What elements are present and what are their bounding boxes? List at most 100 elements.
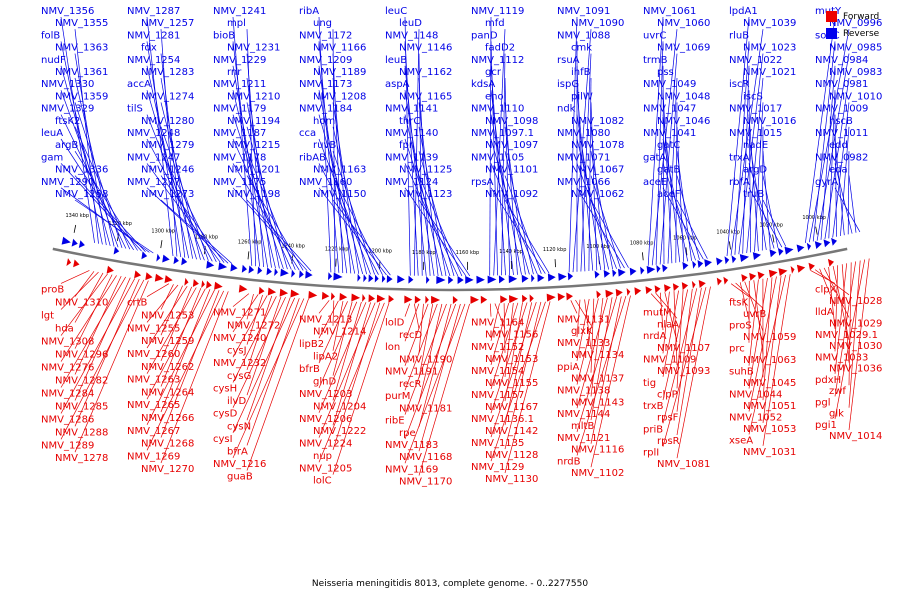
gene-label[interactable]: NMV_1093 — [657, 366, 710, 377]
gene-label[interactable]: ndk — [557, 104, 576, 115]
gene-label[interactable]: NMV_1286 — [41, 414, 94, 425]
gene-label[interactable]: gatB — [657, 165, 680, 176]
gene-label[interactable]: NMV_1082 — [571, 116, 624, 127]
gene-label[interactable]: NMV_1129 — [471, 462, 524, 473]
gene-label[interactable]: NMV_1178 — [213, 152, 266, 163]
gene-label[interactable]: NMV_1209 — [299, 55, 352, 66]
gene-label[interactable]: NMV_1010 — [829, 91, 882, 102]
gene-label[interactable]: NMV_1021 — [743, 67, 796, 78]
gene-label[interactable]: NMV_1263 — [127, 375, 180, 386]
gene-label[interactable]: NMV_1276 — [41, 363, 94, 374]
gene-label[interactable]: ispG — [557, 79, 579, 90]
gene-label[interactable]: NMV_1047 — [643, 104, 696, 115]
gene-label[interactable]: NMV_1052 — [729, 413, 782, 424]
gene-label[interactable]: purM — [385, 391, 410, 402]
gene-label[interactable]: cysG — [227, 371, 251, 382]
gene-label[interactable]: NMV_1153 — [485, 354, 538, 365]
gene-label[interactable]: NMV_1102 — [571, 468, 624, 479]
gene-label[interactable]: gcr — [485, 67, 502, 78]
gene-label[interactable]: leuD — [399, 18, 422, 29]
gene-label[interactable]: nadE — [743, 140, 768, 151]
gene-label[interactable]: NMV_1273 — [141, 189, 194, 200]
gene-label[interactable]: NMV_1363 — [55, 43, 108, 54]
gene-label[interactable]: NMV_1279 — [141, 140, 194, 151]
gene-label[interactable]: NMV_1329 — [41, 104, 94, 115]
gene-label[interactable]: NMV_1240 — [213, 333, 266, 344]
gene-label[interactable]: lldA — [815, 307, 834, 318]
gene-label[interactable]: ilvD — [227, 396, 246, 407]
gene-label[interactable]: NMV_1289 — [41, 440, 94, 451]
gene-label[interactable]: proB — [41, 284, 64, 295]
gene-label[interactable]: NMV_1277 — [127, 177, 180, 188]
gene-label[interactable]: nlaA — [657, 319, 679, 330]
gene-label[interactable]: ihfB — [571, 67, 591, 78]
gene-label[interactable]: NMV_1208 — [313, 91, 366, 102]
gene-label[interactable]: NMV_1214 — [313, 327, 366, 338]
gene-label[interactable]: NMV_1175 — [213, 177, 266, 188]
gene-label[interactable]: NMV_0983 — [829, 67, 882, 78]
gene-label[interactable]: aceF — [657, 189, 681, 200]
gene-label[interactable]: NMV_0982 — [815, 152, 868, 163]
gene-label[interactable]: gatC — [657, 140, 680, 151]
gene-label[interactable]: NMV_1167 — [485, 402, 538, 413]
gene-label[interactable]: fpr — [399, 140, 414, 151]
gene-label[interactable]: NMV_1310 — [55, 298, 108, 309]
gene-label[interactable]: proS — [729, 321, 752, 332]
gene-label[interactable]: gam — [41, 152, 63, 163]
gene-label[interactable]: argB — [55, 140, 78, 151]
gene-label[interactable]: NMV_1183 — [385, 440, 438, 451]
gene-label[interactable]: NMV_1336 — [55, 165, 108, 176]
gene-label[interactable]: NMV_1059 — [743, 332, 796, 343]
gene-label[interactable]: NMV_1359 — [55, 91, 108, 102]
gene-label[interactable]: NMV_1156 — [485, 330, 538, 341]
gene-label[interactable]: NMV_1121 — [557, 433, 610, 444]
gene-label[interactable]: rpsA — [471, 177, 494, 188]
gene-label[interactable]: NMV_1060 — [657, 18, 710, 29]
gene-label[interactable]: NMV_1194 — [227, 116, 280, 127]
gene-label[interactable]: NMV_1039 — [743, 18, 796, 29]
gene-label[interactable]: ftsK — [729, 298, 748, 309]
gene-label[interactable]: NMV_1066 — [557, 177, 610, 188]
gene-label[interactable]: ung — [313, 18, 332, 29]
gene-label[interactable]: eda — [829, 165, 848, 176]
gene-label[interactable]: NMV_1205 — [299, 463, 352, 474]
gene-label[interactable]: NMV_1262 — [141, 362, 194, 373]
gene-label[interactable]: guaB — [227, 472, 253, 483]
gene-label[interactable]: NMV_1222 — [313, 426, 366, 437]
gene-label[interactable]: pss — [657, 67, 674, 78]
gene-label[interactable]: NMV_1282 — [55, 376, 108, 387]
gene-label[interactable]: argD — [743, 165, 767, 176]
gene-label[interactable]: aceE — [643, 177, 667, 188]
gene-label[interactable]: rplI — [643, 448, 659, 459]
gene-label[interactable]: NMV_1224 — [299, 439, 352, 450]
gene-label[interactable]: NMV_1138 — [557, 386, 610, 397]
gene-label[interactable]: NMV_1198 — [227, 189, 280, 200]
gene-label[interactable]: NMV_1135 — [471, 438, 524, 449]
gene-label[interactable]: lpdA1 — [729, 6, 758, 17]
gene-label[interactable]: NMV_1181 — [399, 403, 452, 414]
gene-label[interactable]: thrC — [399, 116, 420, 127]
gene-label[interactable]: NMV_1241 — [213, 6, 266, 17]
gene-label[interactable]: mutM — [643, 308, 672, 319]
gene-label[interactable]: nrdB — [557, 457, 581, 468]
gene-label[interactable]: NMV_0981 — [815, 79, 868, 90]
gene-label[interactable]: suhB — [729, 367, 754, 378]
gene-label[interactable]: NMV_1081 — [657, 459, 710, 470]
gene-label[interactable]: zwf — [829, 386, 846, 397]
gene-label[interactable]: glnD — [313, 377, 336, 388]
gene-label[interactable]: pgl — [815, 397, 830, 408]
gene-label[interactable]: NMV_1355 — [55, 18, 108, 29]
gene-label[interactable]: NMV_1190 — [399, 354, 452, 365]
gene-label[interactable]: rpsF — [657, 413, 679, 424]
gene-label[interactable]: glxK — [571, 326, 593, 337]
gene-label[interactable]: NMV_1061 — [643, 6, 696, 17]
gene-label[interactable]: NMV_1232 — [213, 358, 266, 369]
gene-label[interactable]: NMV_0996 — [829, 18, 882, 29]
gene-label[interactable]: pdxH — [815, 375, 841, 386]
gene-label[interactable]: glk — [829, 409, 844, 420]
gene-label[interactable]: NMV_1278 — [55, 453, 108, 464]
gene-label[interactable]: NMV_1215 — [227, 140, 280, 151]
gene-label[interactable]: NMV_1204 — [313, 401, 366, 412]
gene-label[interactable]: NMV_1231 — [227, 43, 280, 54]
gene-label[interactable]: NMV_1179 — [213, 104, 266, 115]
